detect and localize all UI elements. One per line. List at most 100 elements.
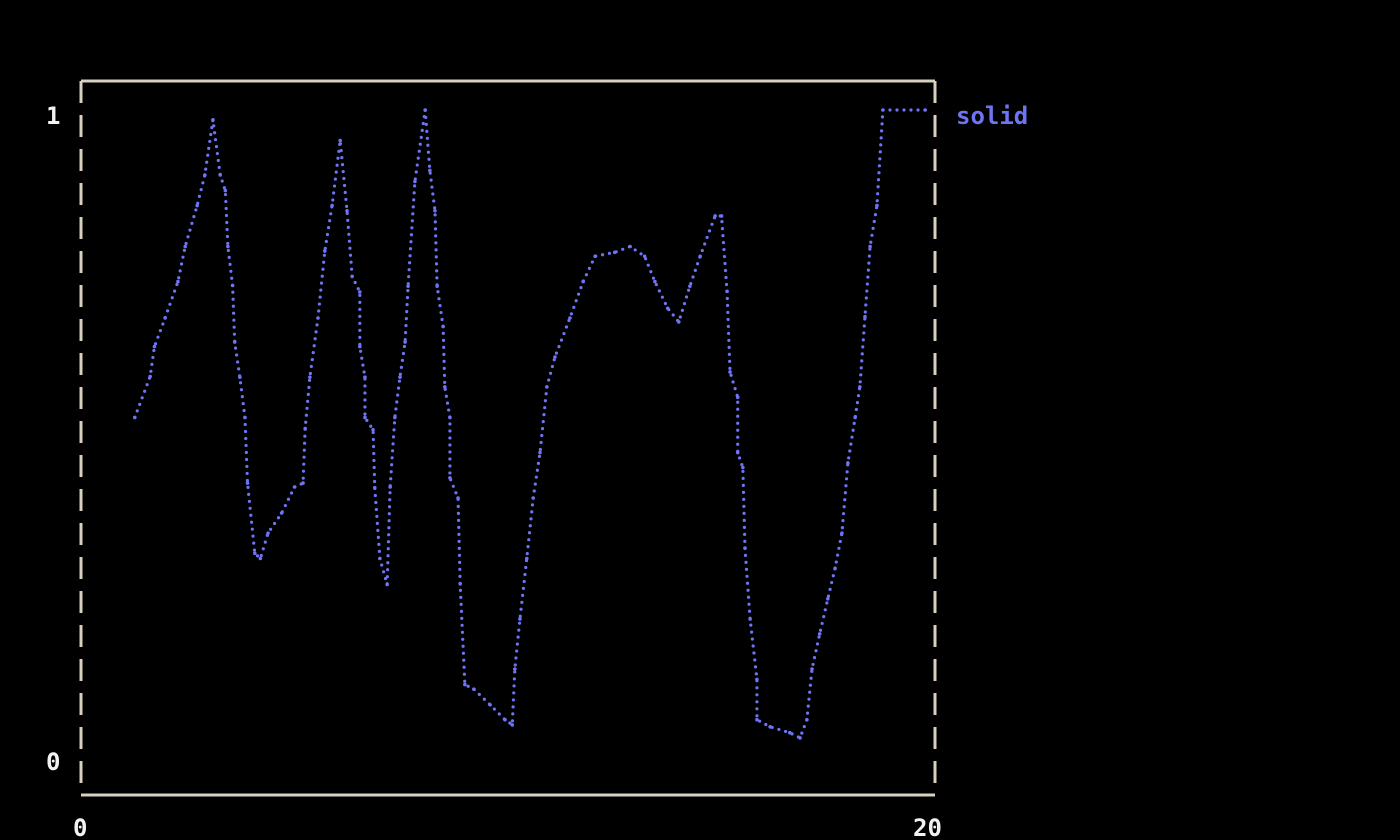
x-tick-label-min: 0: [73, 814, 87, 840]
data-point: [826, 597, 830, 601]
data-point: [358, 290, 362, 294]
legend-entry-solid: solid: [956, 102, 1028, 130]
data-point: [363, 415, 367, 420]
data-point: [545, 385, 549, 389]
data-point: [513, 667, 517, 671]
data-point: [413, 179, 417, 184]
data-point: [713, 214, 717, 218]
data-point: [833, 566, 837, 571]
data-point: [218, 173, 223, 177]
data-point: [688, 284, 692, 288]
data-point: [458, 582, 462, 586]
data-point: [593, 254, 597, 259]
data-point: [443, 385, 447, 389]
data-point: [581, 279, 585, 284]
data-point: [226, 244, 230, 249]
data-point: [372, 485, 377, 490]
data-point: [403, 340, 407, 344]
data-point: [195, 203, 199, 208]
data-point: [378, 556, 382, 561]
y-tick-label-min: 0: [46, 748, 60, 776]
series-layer: [133, 108, 927, 741]
data-point: [840, 531, 844, 535]
data-point: [238, 375, 242, 379]
data-point: [203, 173, 207, 177]
data-point: [323, 249, 327, 253]
data-point: [653, 279, 657, 284]
data-point: [350, 274, 354, 279]
data-point: [330, 203, 334, 208]
data-point: [538, 450, 542, 455]
data-point: [211, 117, 215, 122]
data-point: [518, 617, 522, 621]
data-point: [292, 485, 297, 489]
data-point: [568, 316, 572, 320]
data-point: [345, 208, 349, 213]
data-point: [148, 374, 152, 379]
data-point: [719, 214, 724, 218]
data-point: [133, 415, 137, 420]
data-point: [875, 203, 879, 208]
data-point: [301, 481, 305, 485]
data-point: [735, 450, 740, 455]
data-point: [846, 461, 850, 465]
data-point: [531, 496, 535, 500]
data-point: [152, 344, 157, 349]
data-point: [448, 415, 452, 420]
data-point: [232, 340, 237, 344]
data-point: [316, 316, 320, 320]
data-point: [183, 244, 187, 249]
data-point: [243, 415, 247, 420]
data-point: [628, 244, 632, 249]
data-point: [223, 188, 228, 193]
x-tick-label-max: 20: [913, 814, 942, 840]
data-point: [463, 682, 467, 687]
data-point: [230, 283, 235, 288]
data-point: [553, 355, 557, 359]
data-point: [728, 370, 732, 374]
data-point: [393, 415, 397, 420]
data-point: [385, 582, 389, 587]
data-point: [503, 717, 507, 722]
data-point: [735, 395, 740, 400]
data-point: [303, 426, 307, 431]
data-point: [363, 375, 367, 379]
data-point: [788, 730, 792, 735]
data-point: [805, 717, 809, 722]
data-point: [423, 108, 427, 112]
data-point: [698, 254, 702, 259]
data-point: [853, 415, 857, 420]
data-point: [448, 476, 452, 480]
data-point: [398, 375, 402, 379]
data-point: [488, 702, 492, 707]
data-point: [428, 168, 432, 173]
data-point: [748, 617, 752, 621]
data-point: [433, 208, 437, 213]
data-point: [642, 254, 647, 259]
series-line-solid: [133, 108, 927, 741]
data-point: [810, 667, 814, 671]
data-point: [798, 736, 802, 740]
data-point: [252, 551, 257, 556]
data-point: [258, 556, 263, 561]
data-point: [510, 723, 515, 727]
data-point: [677, 320, 681, 324]
data-point: [858, 385, 862, 389]
data-point: [266, 531, 270, 535]
data-point: [755, 677, 759, 682]
data-point: [279, 511, 284, 515]
data-point: [176, 279, 180, 284]
data-point: [456, 496, 460, 500]
data-point: [524, 556, 529, 561]
data-point: [665, 306, 670, 311]
data-point: [441, 324, 445, 329]
data-point: [755, 717, 759, 722]
data-point: [725, 289, 729, 294]
data-point: [163, 316, 167, 320]
data-point: [743, 546, 747, 550]
data-point: [768, 725, 772, 729]
data-point: [371, 428, 375, 432]
data-point: [406, 284, 410, 288]
data-point: [472, 687, 476, 691]
